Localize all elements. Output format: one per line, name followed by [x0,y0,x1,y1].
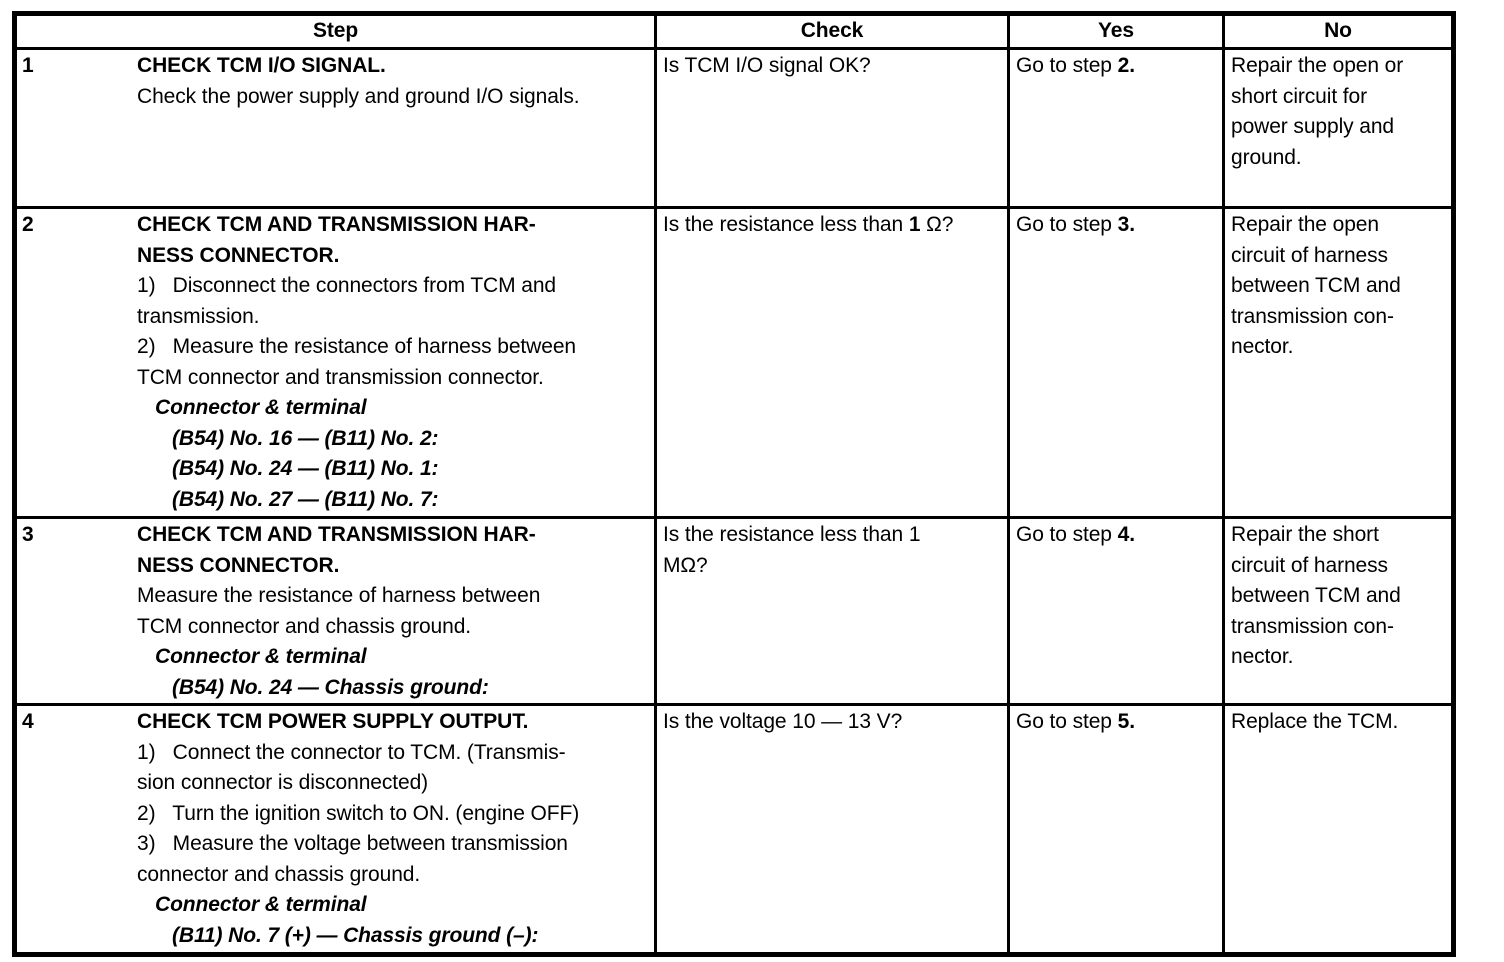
no-cell-row-3: Repair the short circuit of harness betw… [1225,519,1451,703]
step-instructions: CHECK TCM I/O SIGNAL. Check the power sup… [137,50,654,112]
step-number: 4 [22,710,34,733]
table-text-line: (B54) No. 27 — (B11) No. 7: [172,487,439,511]
check-cell-row-3: Is the resistance less than 1 MΩ? [657,519,1007,703]
step-instructions: CHECK TCM AND TRANSMISSION HAR- NESS CON… [137,519,654,703]
table-text-line: Replace the TCM. [1231,710,1399,733]
check-cell-row-1: Is TCM I/O signal OK? [657,50,1007,206]
table-text-line: (B54) No. 24 — (B11) No. 1: [172,457,439,480]
table-text-line: 2) Measure the resistance of harness bet… [137,335,576,389]
table-text-line: Check the power supply and ground I/O si… [137,84,580,108]
column-header-step: Step [17,16,654,47]
step-cell-row-1: 1 CHECK TCM I/O SIGNAL. Check the power su… [17,50,654,206]
table-text-line: Go to step 2. [1016,54,1135,77]
table-text-line: 1) Disconnect the connectors from TCM an… [137,274,556,328]
table-text-line: Is the voltage 10 — 13 V? [663,710,903,733]
table-text-line: Connector & terminal [155,645,367,668]
step-cell-row-3: 3 CHECK TCM AND TRANSMISSION HAR- NESS CO… [17,519,654,703]
step-number: 3 [22,523,34,546]
yes-cell-row-3: Go to step 4. [1010,519,1222,703]
table-text-line: (B54) No. 16 — (B11) No. 2: [172,426,439,450]
no-cell-row-2: Repair the open circuit of harness betwe… [1225,209,1451,516]
step-instructions: CHECK TCM POWER SUPPLY OUTPUT. 1) Connect… [137,706,654,951]
yes-cell-row-4: Go to step 5. [1010,706,1222,952]
table-text-line: Go to step 3. [1016,213,1135,236]
yes-cell-row-1: Go to step 2. [1010,50,1222,206]
table-text-line: Connector & terminal [155,893,367,916]
table-text-line: Go to step 5. [1016,710,1135,733]
table-text-line: Is the resistance less than 1 Ω? [663,213,954,236]
no-cell-row-1: Repair the open or short circuit for pow… [1225,50,1451,206]
table-text-line: 3) Measure the voltage between transmiss… [137,832,568,886]
table-text-line: Repair the open circuit of harness betwe… [1231,213,1401,358]
table-text-line: Is the resistance less than 1 MΩ? [663,523,921,577]
diagnostic-table: Step Check Yes No 1 CHECK TCM I/O SIGNAL.… [12,11,1456,957]
table-text-line: Connector & terminal [155,396,367,419]
table-text-line: 1) Connect the connector to TCM. (Transm… [137,740,566,795]
column-header-no: No [1225,16,1451,47]
table-text-line: CHECK TCM POWER SUPPLY OUTPUT. [137,710,529,733]
table-text-line: CHECK TCM AND TRANSMISSION HAR- NESS CON… [137,523,536,577]
table-text-line: (B11) No. 7 (+) — Chassis ground (–): [172,923,539,947]
table-text-line: Measure the resistance of harness betwee… [137,584,541,638]
yes-cell-row-2: Go to step 3. [1010,209,1222,516]
table-text-line: Go to step 4. [1016,523,1135,546]
table-text-line: CHECK TCM I/O SIGNAL. [137,54,386,77]
table-text-line: 2) Turn the ignition switch to ON. (engi… [137,801,580,825]
table-text-line: Repair the open or short circuit for pow… [1231,54,1404,169]
table-text-line: CHECK TCM AND TRANSMISSION HAR- NESS CON… [137,213,536,267]
no-cell-row-4: Replace the TCM. [1225,706,1451,952]
step-cell-row-4: 4 CHECK TCM POWER SUPPLY OUTPUT. 1) Connec… [17,706,654,952]
check-cell-row-4: Is the voltage 10 — 13 V? [657,706,1007,952]
column-header-yes: Yes [1010,16,1222,47]
step-number: 2 [22,213,34,236]
step-number: 1 [22,54,34,77]
table-text-line: Is TCM I/O signal OK? [663,54,871,77]
table-text-line: (B54) No. 24 — Chassis ground: [172,675,489,699]
column-header-check: Check [657,16,1007,47]
check-cell-row-2: Is the resistance less than 1 Ω? [657,209,1007,516]
step-cell-row-2: 2 CHECK TCM AND TRANSMISSION HAR- NESS CO… [17,209,654,516]
step-instructions: CHECK TCM AND TRANSMISSION HAR- NESS CON… [137,209,654,515]
table-text-line: Repair the short circuit of harness betw… [1231,523,1401,668]
